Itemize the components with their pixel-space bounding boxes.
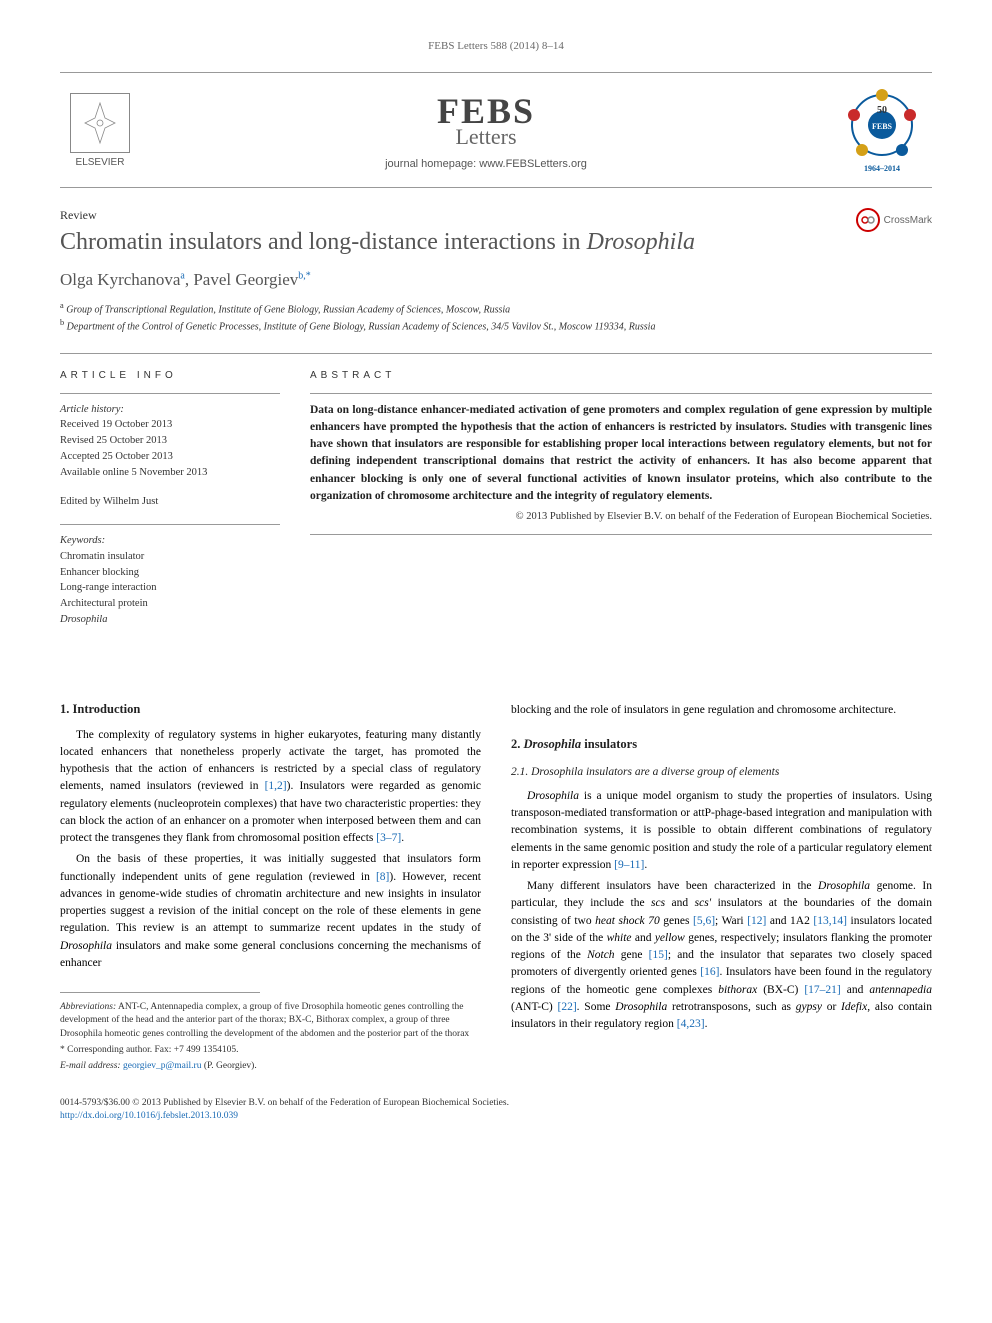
ref-link[interactable]: [15] [649,949,668,961]
ref-link[interactable]: [4,23] [677,1018,705,1030]
keyword: Architectural protein [60,596,280,612]
email-footnote: E-mail address: georgiev_p@mail.ru (P. G… [60,1060,481,1073]
article-title: Chromatin insulators and long-distance i… [60,229,932,256]
anniversary-badge: FEBS 50 1964–2014 [832,85,932,175]
journal-title-block: FEBS Letters journal homepage: www.FEBSL… [140,90,832,170]
body-paragraph: blocking and the role of insulators in g… [511,702,932,719]
author-2: Pavel Georgievb,* [193,270,310,289]
svg-text:1964–2014: 1964–2014 [864,164,900,173]
journal-header: ELSEVIER FEBS Letters journal homepage: … [60,72,932,188]
abstract-text: Data on long-distance enhancer-mediated … [310,402,932,506]
history-revised: Revised 25 October 2013 [60,433,280,449]
crossmark-icon [856,208,880,232]
title-text: Chromatin insulators and long-distance i… [60,229,587,255]
homepage-label: journal homepage: [385,158,479,170]
copyright: © 2013 Published by Elsevier B.V. on beh… [310,511,932,522]
ref-link[interactable]: [22] [558,1001,577,1013]
history-received: Received 19 October 2013 [60,417,280,433]
keywords-label: Keywords: [60,533,280,549]
crossmark-badge[interactable]: CrossMark [856,208,932,232]
article-type: Review [60,208,932,223]
history-online: Available online 5 November 2013 [60,465,280,481]
corresponding-footnote: * Corresponding author. Fax: +7 499 1354… [60,1044,481,1057]
history-label: Article history: [60,402,280,418]
body-paragraph: The complexity of regulatory systems in … [60,727,481,848]
doi-block: 0014-5793/$36.00 © 2013 Published by Els… [60,1097,932,1124]
editor-block: Edited by Wilhelm Just [60,494,280,510]
abstract-label: ABSTRACT [310,370,932,381]
header-reference: FEBS Letters 588 (2014) 8–14 [60,40,932,52]
journal-homepage: journal homepage: www.FEBSLetters.org [140,158,832,170]
body-column-right: blocking and the role of insulators in g… [511,702,932,1077]
doi-copyright: 0014-5793/$36.00 © 2013 Published by Els… [60,1097,932,1110]
elsevier-tree-icon [70,93,130,153]
ref-link[interactable]: [12] [747,915,766,927]
svg-text:50: 50 [877,105,887,116]
title-italic: Drosophila [587,229,695,255]
body-paragraph: Drosophila is a unique model organism to… [511,788,932,874]
ref-link[interactable]: [1,2] [265,780,287,792]
author-1: Olga Kyrchanovaa [60,270,185,289]
svg-text:FEBS: FEBS [872,122,893,131]
section-1-heading: 1. Introduction [60,702,481,717]
affiliations: a Group of Transcriptional Regulation, I… [60,300,932,335]
elsevier-text: ELSEVIER [76,157,125,168]
doi-link[interactable]: http://dx.doi.org/10.1016/j.febslet.2013… [60,1111,238,1121]
ref-link[interactable]: [17–21] [804,984,840,996]
affiliation-b: b Department of the Control of Genetic P… [60,317,932,334]
abstract-column: ABSTRACT Data on long-distance enhancer-… [310,370,932,642]
elsevier-logo: ELSEVIER [60,85,140,175]
keywords-block: Keywords: Chromatin insulator Enhancer b… [60,533,280,628]
keyword: Drosophila [60,612,280,628]
body-column-left: 1. Introduction The complexity of regula… [60,702,481,1077]
email-link[interactable]: georgiev_p@mail.ru [123,1061,202,1071]
authors: Olga Kyrchanovaa, Pavel Georgievb,* [60,270,932,290]
article-info-label: ARTICLE INFO [60,370,280,381]
article-info-sidebar: ARTICLE INFO Article history: Received 1… [60,370,280,642]
keyword: Enhancer blocking [60,565,280,581]
body-paragraph: On the basis of these properties, it was… [60,851,481,972]
section-2-heading: 2. Drosophila insulators [511,737,932,752]
journal-subtitle: Letters [140,124,832,150]
ref-link[interactable]: [5,6] [693,915,715,927]
ref-link[interactable]: [8] [376,871,389,883]
ref-link[interactable]: [9–11] [614,859,644,871]
crossmark-label: CrossMark [884,215,932,226]
body-paragraph: Many different insulators have been char… [511,878,932,1033]
abbreviations-footnote: Abbreviations: ANT-C, Antennapedia compl… [60,1001,481,1041]
keyword: Chromatin insulator [60,549,280,565]
ref-link[interactable]: [13,14] [813,915,847,927]
keyword: Long-range interaction [60,580,280,596]
divider [60,353,932,354]
ref-link[interactable]: [3–7] [376,832,401,844]
history-accepted: Accepted 25 October 2013 [60,449,280,465]
footnote-rule [60,992,260,993]
section-2-1-heading: 2.1. Drosophila insulators are a diverse… [511,766,932,778]
article-history: Article history: Received 19 October 201… [60,402,280,481]
homepage-url[interactable]: www.FEBSLetters.org [479,158,587,170]
affiliation-a: a Group of Transcriptional Regulation, I… [60,300,932,317]
ref-link[interactable]: [16] [700,966,719,978]
